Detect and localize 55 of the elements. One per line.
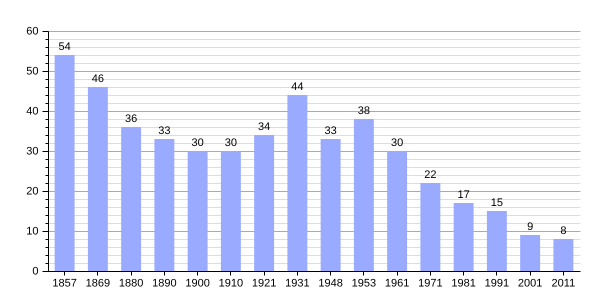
x-tick-label: 1991 (484, 278, 510, 290)
y-tick-label: 0 (32, 266, 38, 278)
data-label: 9 (527, 221, 534, 233)
x-tick-label: 1981 (451, 278, 476, 290)
x-tick-label: 1931 (285, 278, 310, 290)
x-tick-label: 1910 (218, 278, 244, 290)
y-tick-label: 20 (26, 186, 38, 198)
x-tick-label: 1900 (185, 278, 210, 290)
x-tick-label: 1921 (252, 278, 276, 290)
bar (320, 139, 341, 271)
y-tick-label: 60 (26, 26, 38, 38)
x-tick-label: 1961 (384, 278, 410, 290)
x-tick-label: 2011 (552, 278, 576, 290)
x-tick-label: 1948 (318, 278, 343, 290)
x-tick-label: 1880 (118, 278, 144, 290)
x-tick-label: 1971 (418, 278, 443, 290)
bar (121, 127, 142, 271)
x-tick-label: 2001 (518, 278, 542, 290)
bar (486, 211, 507, 271)
bar (354, 119, 374, 271)
data-label: 8 (560, 225, 566, 237)
bar (454, 203, 474, 271)
x-tick-label: 1869 (86, 278, 110, 290)
x-tick-label: 1953 (352, 278, 376, 290)
bar (54, 55, 75, 271)
data-label: 30 (391, 137, 404, 149)
bar (254, 135, 274, 271)
data-label: 36 (125, 113, 138, 125)
data-label: 22 (424, 169, 436, 181)
y-tick-label: 30 (26, 146, 38, 158)
data-label: 30 (224, 137, 237, 149)
data-label: 54 (58, 41, 71, 53)
bar (88, 87, 108, 271)
bar (188, 151, 208, 271)
data-label: 33 (324, 125, 337, 137)
data-label: 34 (258, 121, 270, 133)
x-tick-label: 1890 (152, 278, 177, 290)
data-label: 17 (458, 189, 470, 201)
data-label: 38 (358, 105, 370, 117)
bar (220, 151, 241, 271)
data-label: 44 (291, 81, 304, 93)
x-tick-label: 1857 (52, 278, 77, 290)
bar (420, 183, 440, 271)
data-label: 15 (490, 197, 503, 209)
bar (520, 235, 540, 271)
data-label: 33 (158, 125, 170, 137)
y-tick-label: 10 (26, 226, 38, 238)
bar (154, 139, 174, 271)
y-tick-label: 40 (26, 106, 38, 118)
bar (287, 95, 308, 271)
y-tick-label: 50 (26, 66, 38, 78)
bar (387, 151, 408, 271)
bar (553, 239, 574, 271)
data-label: 46 (92, 73, 104, 85)
data-label: 30 (192, 137, 204, 149)
